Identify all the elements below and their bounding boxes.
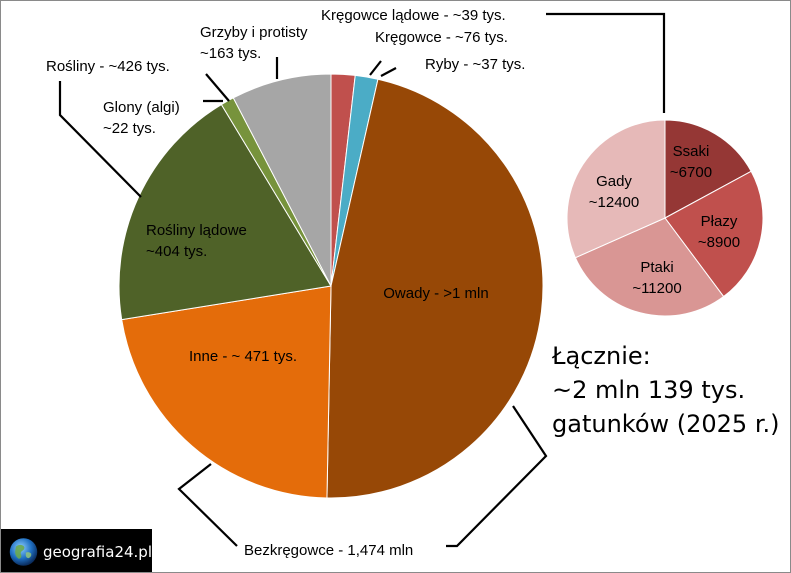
globe-icon	[9, 537, 38, 566]
vert-slice-1	[664, 170, 764, 298]
label-glony-line-0: Glony (algi)	[103, 99, 180, 116]
label-bezkregowce: Bezkręgowce - 1,474 mln	[244, 542, 413, 559]
main-pie	[118, 73, 544, 499]
total-summary: Łącznie: ~2 mln 139 tys. gatunków (2025 …	[552, 339, 779, 441]
label-inne: Inne - ~ 471 tys.	[189, 348, 297, 365]
leader-line-6	[58, 81, 142, 198]
vert-label-2: Ptaki	[640, 259, 673, 276]
leader-line-7	[446, 405, 548, 548]
vert-value-0: ~6700	[670, 164, 712, 181]
vert-value-2: ~11200	[632, 280, 681, 297]
vertebrates-pie	[566, 119, 764, 317]
vert-label-1: Płazy	[701, 213, 738, 230]
vert-value-1: ~8900	[698, 234, 740, 251]
vert-value-3: ~12400	[589, 194, 639, 211]
main-slice-6	[232, 73, 332, 287]
vert-label-0: Ssaki	[673, 143, 710, 160]
label-kregowce: Kręgowce - ~76 tys.	[375, 29, 508, 46]
main-slice-3	[121, 285, 332, 499]
label-glony-line-1: ~22 tys.	[103, 120, 156, 137]
label-rosliny: Rośliny - ~426 tys.	[46, 58, 170, 75]
leader-line-4	[205, 73, 230, 102]
leader-line-0	[546, 12, 666, 113]
logo: geografia24.pl	[1, 529, 152, 572]
total-line-3: gatunków (2025 r.)	[552, 410, 780, 438]
total-line-2: ~2 mln 139 tys.	[552, 376, 746, 404]
label-owady: Owady - >1 mln	[383, 285, 488, 302]
labels: Kręgowce lądowe - ~39 tys. Kręgowce - ~76…	[46, 7, 740, 559]
leader-line-2	[380, 67, 397, 77]
vert-slice-3	[566, 119, 666, 259]
label-grzyby-line-0: Grzyby i protisty	[200, 24, 308, 41]
logo-text: geografia24.pl	[43, 542, 152, 561]
label-kregowce-ladowe: Kręgowce lądowe - ~39 tys.	[321, 7, 506, 24]
label-ryby: Ryby - ~37 tys.	[425, 56, 525, 73]
main-slice-2	[326, 78, 544, 499]
main-slice-4	[118, 103, 332, 321]
total-line-1: Łącznie:	[552, 342, 651, 370]
vert-slice-2	[574, 217, 725, 317]
label-rosliny-ladowe-line-1: ~404 tys.	[146, 243, 207, 260]
vert-slice-0	[664, 119, 752, 219]
leader-lines	[58, 12, 666, 548]
label-rosliny-ladowe-line-0: Rośliny lądowe	[146, 222, 247, 239]
leader-line-1	[369, 60, 382, 76]
vert-label-3: Gady	[596, 173, 632, 190]
leader-line-8	[177, 463, 238, 547]
label-grzyby-line-1: ~163 tys.	[200, 45, 261, 62]
